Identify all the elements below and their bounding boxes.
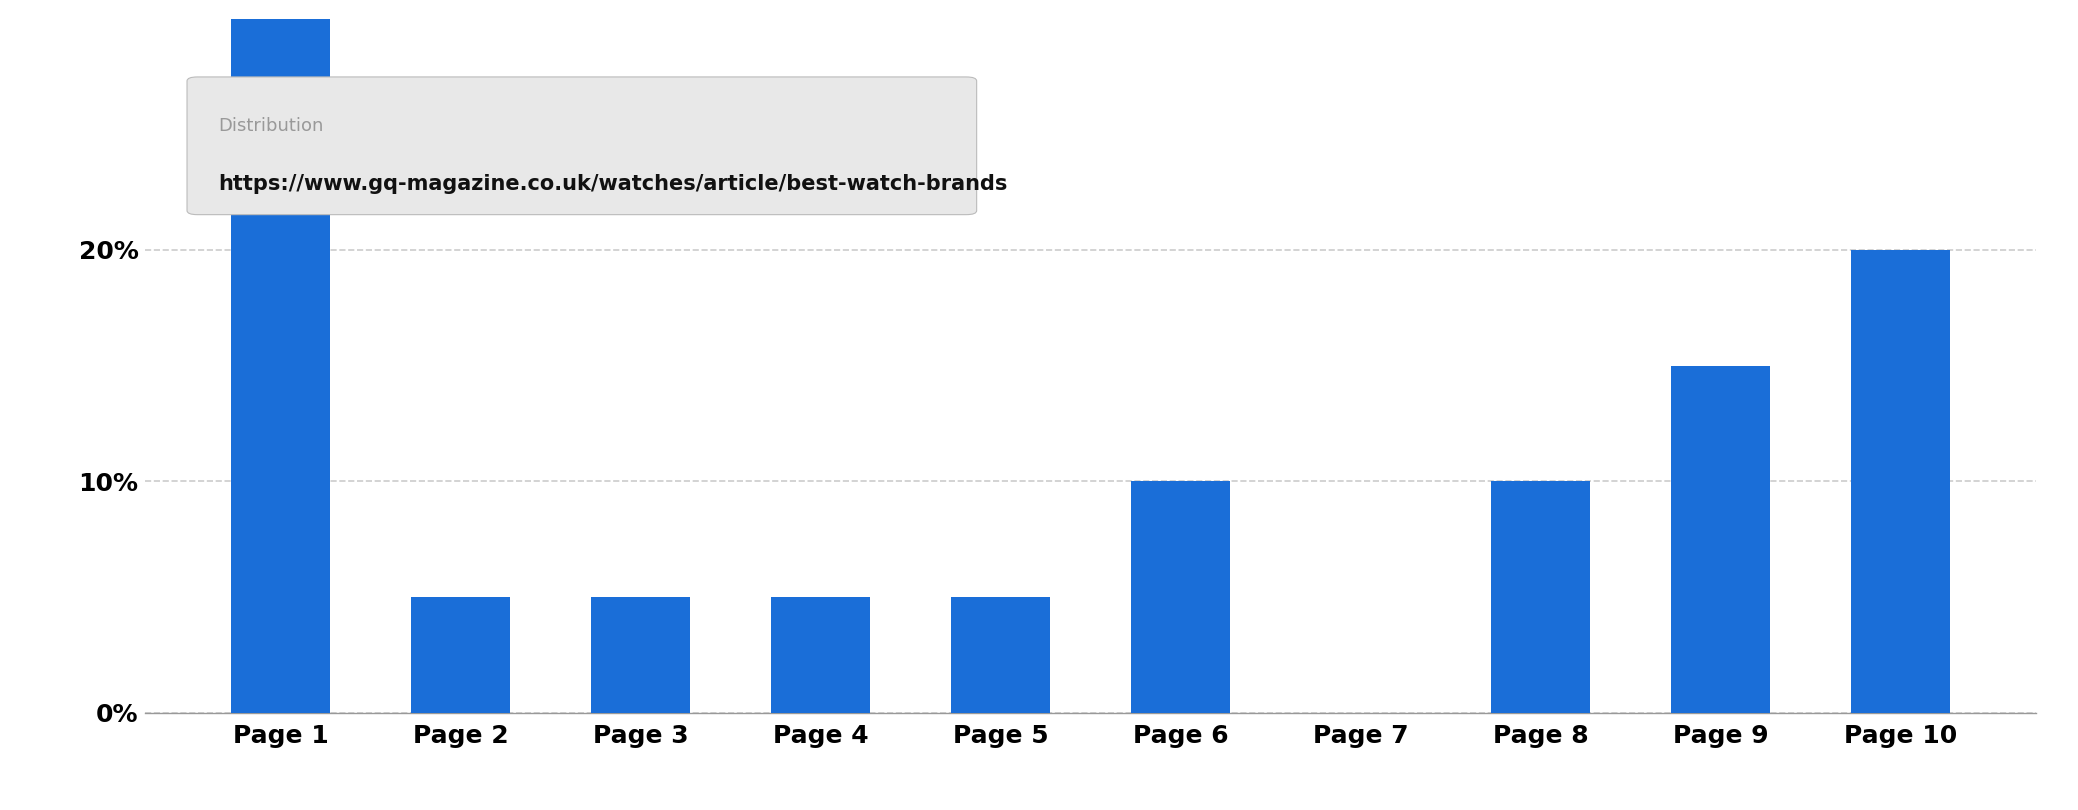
Bar <box>1492 481 1590 713</box>
Bar <box>1851 250 1951 713</box>
Bar <box>1671 365 1770 713</box>
Text: https://www.gq-magazine.co.uk/watches/article/best-watch-brands: https://www.gq-magazine.co.uk/watches/ar… <box>218 174 1008 194</box>
Bar <box>411 597 511 713</box>
Bar <box>1130 481 1230 713</box>
Bar <box>771 597 871 713</box>
Bar <box>592 597 690 713</box>
Bar <box>231 19 330 713</box>
Text: Distribution: Distribution <box>218 117 324 135</box>
Bar <box>952 597 1051 713</box>
